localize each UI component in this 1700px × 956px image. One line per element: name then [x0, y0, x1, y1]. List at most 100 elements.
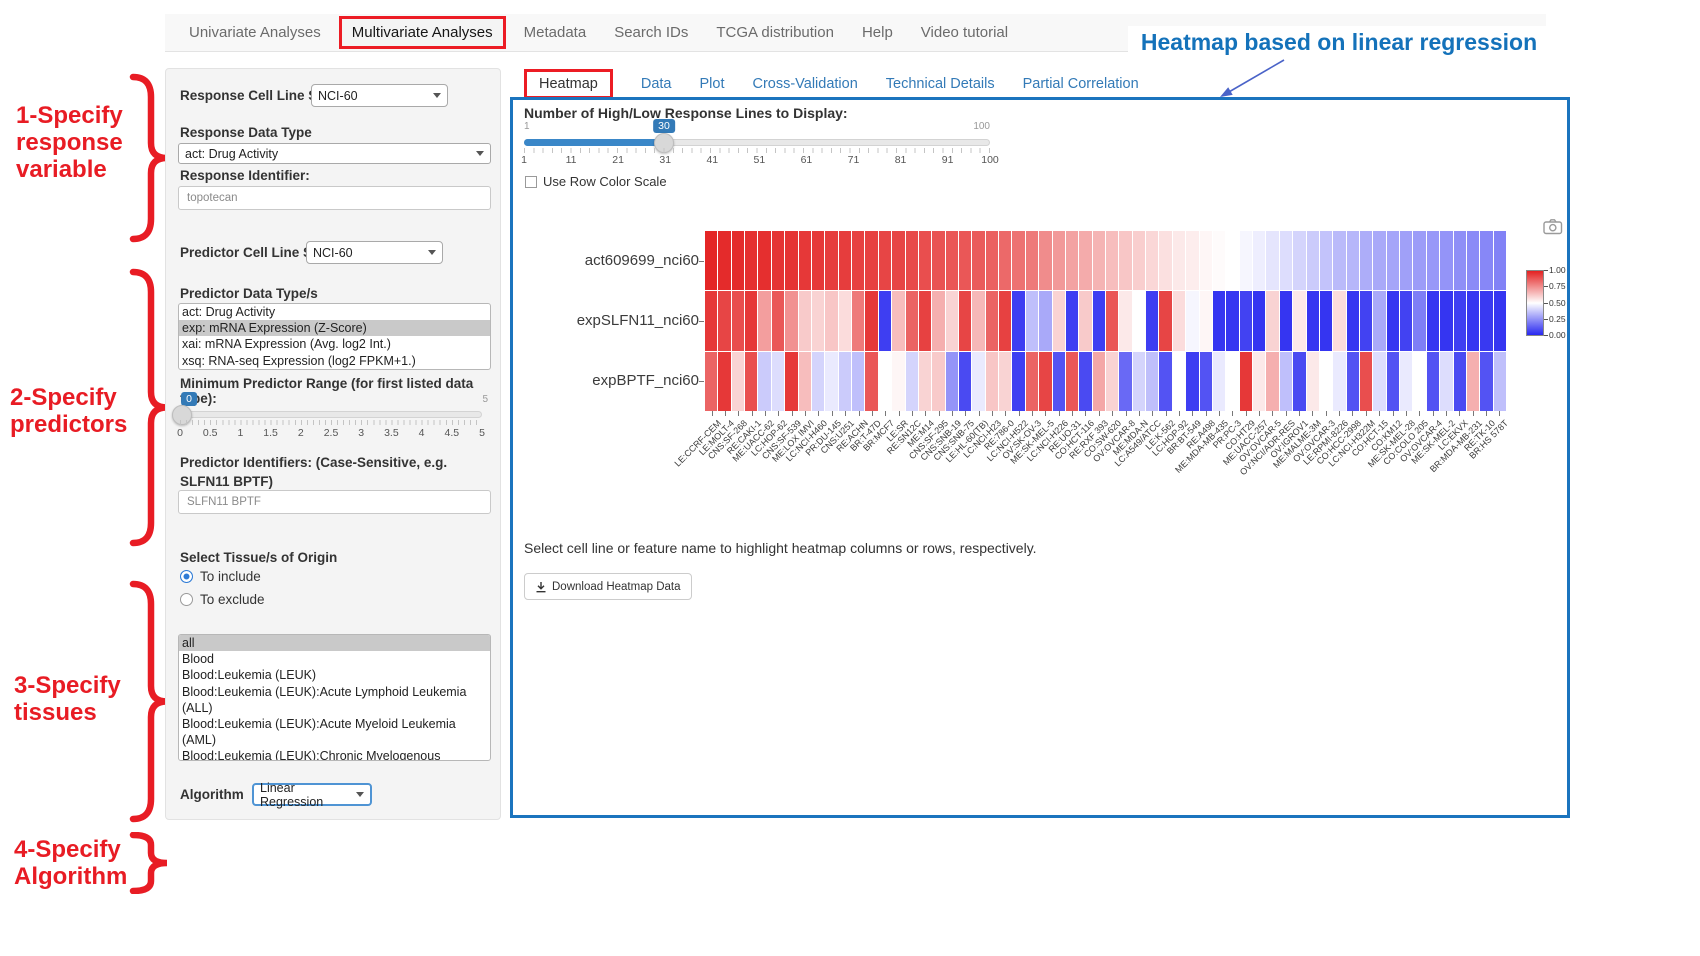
heatmap-cell[interactable] — [999, 291, 1012, 351]
heatmap-col-label[interactable]: RE:786-0 — [982, 418, 1017, 452]
heatmap-cell[interactable] — [1065, 231, 1079, 291]
heatmap-cell[interactable] — [918, 231, 932, 291]
heatmap-cell[interactable] — [811, 231, 825, 291]
heatmap-cell[interactable] — [1306, 231, 1319, 291]
heatmap-cell[interactable] — [1159, 291, 1172, 351]
heatmap-cell[interactable] — [838, 351, 852, 411]
heatmap-cell[interactable] — [1052, 351, 1065, 411]
heatmap-cell[interactable] — [785, 291, 798, 351]
heatmap-cell[interactable] — [1400, 231, 1413, 291]
heatmap-cell[interactable] — [1319, 351, 1333, 411]
heatmap-cell[interactable] — [1119, 291, 1132, 351]
heatmap-cell[interactable] — [905, 351, 918, 411]
heatmap-cell[interactable] — [958, 231, 972, 291]
heatmap-cell[interactable] — [1065, 291, 1079, 351]
heatmap-cell[interactable] — [785, 351, 798, 411]
heatmap-col-label[interactable]: CNS:U251 — [818, 418, 857, 456]
nav-item-tcga-distribution[interactable]: TCGA distribution — [716, 24, 834, 41]
heatmap-row-label[interactable]: expSLFN11_nci60 — [576, 312, 699, 329]
heatmap-cell[interactable] — [1319, 231, 1333, 291]
response-data-type-select[interactable]: act: Drug Activity — [178, 143, 491, 164]
heatmap-col-label[interactable]: CO:SW-620 — [1081, 418, 1124, 460]
heatmap-cell[interactable] — [1012, 231, 1025, 291]
heatmap-col-label[interactable]: CO:HCT-15 — [1349, 418, 1391, 459]
list-option[interactable]: Blood:Leukemia (LEUK) — [182, 668, 317, 683]
heatmap-cell[interactable] — [945, 291, 958, 351]
heatmap-cell[interactable] — [1333, 351, 1346, 411]
heatmap-cell[interactable] — [1466, 231, 1480, 291]
heatmap-cell[interactable] — [1092, 291, 1105, 351]
heatmap-cell[interactable] — [718, 291, 731, 351]
heatmap-cell[interactable] — [1025, 231, 1039, 291]
heatmap-cell[interactable] — [1306, 351, 1319, 411]
heatmap-cell[interactable] — [758, 291, 771, 351]
heatmap-cell[interactable] — [865, 231, 878, 291]
heatmap-cell[interactable] — [811, 351, 825, 411]
heatmap-cell[interactable] — [785, 231, 798, 291]
heatmap-cell[interactable] — [1480, 231, 1493, 291]
heatmap-cell[interactable] — [1199, 291, 1212, 351]
heatmap-cell[interactable] — [798, 231, 811, 291]
heatmap-col-label[interactable]: RE:CAKI-1 — [724, 418, 763, 457]
heatmap-cell[interactable] — [1333, 291, 1346, 351]
heatmap-cell[interactable] — [852, 291, 865, 351]
heatmap-col-label[interactable]: BR:HS 578T — [1467, 418, 1511, 461]
heatmap-col-label[interactable]: LC:NCI-H522 — [984, 418, 1030, 464]
heatmap-cell[interactable] — [932, 231, 945, 291]
heatmap-cell[interactable] — [1359, 351, 1373, 411]
camera-icon[interactable] — [1543, 218, 1563, 235]
heatmap-cell[interactable] — [1039, 351, 1052, 411]
heatmap-row-label[interactable]: expBPTF_nci60 — [592, 372, 699, 389]
heatmap-cell[interactable] — [1333, 231, 1346, 291]
heatmap-cell[interactable] — [838, 231, 852, 291]
heatmap-cell[interactable] — [1172, 351, 1186, 411]
heatmap-col-label[interactable]: RE:SN12C — [884, 418, 923, 457]
heatmap-cell[interactable] — [1493, 231, 1506, 291]
heatmap-cell[interactable] — [705, 291, 718, 351]
heatmap-cell[interactable] — [985, 291, 999, 351]
heatmap-cell[interactable] — [1480, 351, 1493, 411]
heatmap-cell[interactable] — [758, 231, 771, 291]
heatmap-cell[interactable] — [1359, 231, 1373, 291]
heatmap-cell[interactable] — [1132, 291, 1146, 351]
heatmap-cell[interactable] — [958, 351, 972, 411]
heatmap-cell[interactable] — [1119, 351, 1132, 411]
heatmap-cell[interactable] — [985, 351, 999, 411]
heatmap-col-label[interactable]: ME:MDA-N — [1110, 418, 1150, 458]
heatmap-cell[interactable] — [999, 231, 1012, 291]
heatmap-cell[interactable] — [1279, 351, 1293, 411]
heatmap-col-label[interactable]: ME:SK-MEL-28 — [1365, 418, 1417, 470]
heatmap-cell[interactable] — [1400, 351, 1413, 411]
heatmap-cell[interactable] — [1239, 351, 1253, 411]
heatmap-cell[interactable] — [1493, 351, 1506, 411]
heatmap-cell[interactable] — [718, 231, 731, 291]
heatmap-cell[interactable] — [1373, 291, 1386, 351]
heatmap-cell[interactable] — [1106, 291, 1119, 351]
heatmap-cell[interactable] — [1266, 231, 1279, 291]
heatmap-col-label[interactable]: CO:KM12 — [1368, 418, 1404, 454]
heatmap-cell[interactable] — [1279, 291, 1293, 351]
heatmap-cell[interactable] — [865, 291, 878, 351]
heatmap-cell[interactable] — [945, 351, 958, 411]
heatmap-cell[interactable] — [1132, 351, 1146, 411]
heatmap-col-label[interactable]: RE:A498 — [1184, 418, 1217, 451]
list-option[interactable]: act: Drug Activity — [182, 305, 276, 319]
heatmap-cell[interactable] — [1239, 231, 1253, 291]
heatmap-col-label[interactable]: CO:COLO 205 — [1381, 418, 1431, 467]
heatmap-cell[interactable] — [999, 351, 1012, 411]
heatmap-cell[interactable] — [918, 351, 932, 411]
heatmap-cell[interactable] — [1453, 291, 1466, 351]
heatmap-col-label[interactable]: ME:UACC-62 — [730, 418, 777, 464]
heatmap-col-label[interactable]: CNS:SF-295 — [906, 418, 950, 462]
heatmap-cell[interactable] — [985, 231, 999, 291]
heatmap-col-label[interactable]: ME:M14 — [905, 418, 937, 449]
heatmap-cell[interactable] — [1426, 291, 1440, 351]
tab-heatmap[interactable]: Heatmap — [524, 69, 613, 99]
heatmap-cell[interactable] — [771, 291, 785, 351]
heatmap-cell[interactable] — [1025, 291, 1039, 351]
heatmap-col-label[interactable]: BR:MDA-MB-231 — [1427, 418, 1484, 475]
heatmap-col-label[interactable]: BR:BT-549 — [1165, 418, 1204, 457]
heatmap-col-label[interactable]: RE:TK-10 — [1462, 418, 1498, 454]
list-option[interactable]: all — [179, 635, 490, 652]
heatmap-cell[interactable] — [1253, 351, 1266, 411]
